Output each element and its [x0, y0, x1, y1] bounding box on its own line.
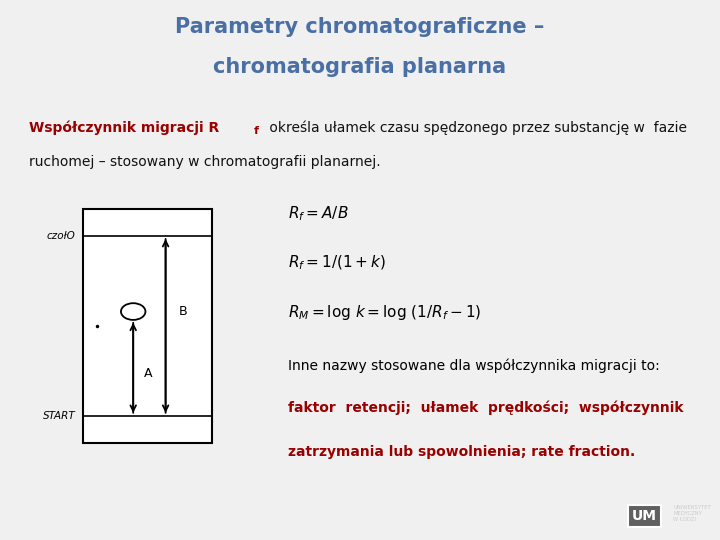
Text: B: B — [179, 305, 187, 318]
Circle shape — [121, 303, 145, 320]
Text: faktor  retencji;  ułamek  prędkości;  współczynnik: faktor retencji; ułamek prędkości; współ… — [288, 401, 683, 415]
Text: chromatografia planarna: chromatografia planarna — [213, 57, 507, 77]
Text: $R_f = 1/(1+k)$: $R_f = 1/(1+k)$ — [288, 253, 386, 272]
Text: Parametry chromatograficzne –: Parametry chromatograficzne – — [175, 17, 545, 37]
Text: ruchomej – stosowany w chromatografii planarnej.: ruchomej – stosowany w chromatografii pl… — [29, 155, 380, 169]
Text: UM: UM — [632, 509, 657, 523]
Text: A: A — [144, 367, 153, 380]
Text: f: f — [253, 126, 258, 137]
Text: $R_M = \log\,k = \log\,(1/R_f - 1)$: $R_M = \log\,k = \log\,(1/R_f - 1)$ — [288, 302, 482, 321]
Text: czołO: czołO — [47, 231, 76, 241]
Text: $R_f = A/B$: $R_f = A/B$ — [288, 204, 348, 223]
Text: Współczynnik migracji R: Współczynnik migracji R — [29, 120, 219, 135]
Text: UNIWERSYTET
MEDYCZNY
W ŁODZI: UNIWERSYTET MEDYCZNY W ŁODZI — [673, 505, 711, 522]
Text: START: START — [43, 411, 76, 421]
Text: Inne nazwy stosowane dla współczynnika migracji to:: Inne nazwy stosowane dla współczynnika m… — [288, 358, 660, 373]
Bar — [83, 209, 212, 443]
Text: określa ułamek czasu spędzonego przez substancję w  fazie: określa ułamek czasu spędzonego przez su… — [265, 120, 687, 135]
Text: zatrzymania lub spowolnienia; rate fraction.: zatrzymania lub spowolnienia; rate fract… — [288, 445, 635, 459]
